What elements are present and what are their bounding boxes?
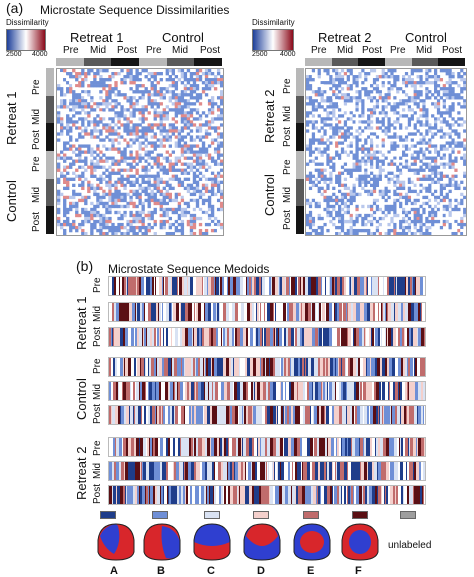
map-letter: F <box>355 565 362 577</box>
medoid-sequence-strip <box>108 461 426 481</box>
medoid-sequence-strip <box>108 437 426 457</box>
right-side-group-1: Retreat 2 <box>262 89 277 143</box>
medoid-group-label-2: Control <box>74 378 89 420</box>
legend-swatch <box>253 511 269 519</box>
medoid-cond-label: Post <box>92 403 103 424</box>
dissimilarity-matrix-right <box>305 68 467 236</box>
right-side-cond: Mid <box>282 186 293 203</box>
left-side-cond: Pre <box>31 156 42 172</box>
colorbar-gradient <box>6 29 46 51</box>
legend-swatch <box>204 511 220 519</box>
medoid-sequence-strip <box>108 302 426 322</box>
left-top-cond: Post <box>117 45 138 56</box>
right-top-condition-bar <box>305 58 466 66</box>
left-side-group-2: Control <box>4 180 19 222</box>
right-side-condition-bar <box>296 68 304 235</box>
right-top-cond: Mid <box>337 45 354 56</box>
left-top-group-1: Retreat 1 <box>70 30 124 45</box>
right-top-cond: Mid <box>416 45 433 56</box>
left-side-cond: Post <box>31 211 42 232</box>
legend-swatch <box>400 511 416 519</box>
right-side-cond: Post <box>282 126 293 147</box>
left-top-cond: Post <box>200 45 221 56</box>
right-side-cond: Pre <box>282 78 293 94</box>
topomap-f <box>341 523 379 561</box>
right-side-cond: Mid <box>282 105 293 122</box>
medoid-sequence-strip <box>108 276 426 296</box>
colorbar-label: Dissimilarity <box>252 18 295 27</box>
left-top-group-2: Control <box>162 30 204 45</box>
colorbar-label: Dissimilarity <box>6 18 49 27</box>
right-top-cond: Post <box>362 45 383 56</box>
medoid-sequence-strip <box>108 381 426 401</box>
left-side-cond: Mid <box>31 186 42 203</box>
topomap-a <box>97 523 135 561</box>
legend-swatch <box>100 511 116 519</box>
medoid-cond-label: Post <box>92 483 103 504</box>
left-side-condition-bar <box>46 68 54 235</box>
medoid-sequence-strip <box>108 485 426 505</box>
map-letter: C <box>207 565 215 577</box>
medoid-cond-label: Mid <box>92 462 103 479</box>
left-side-cond: Pre <box>31 79 42 95</box>
panel-b-title: Microstate Sequence Medoids <box>108 262 270 276</box>
map-letter: B <box>157 565 165 577</box>
topomap-c <box>193 523 231 561</box>
right-top-cond: Pre <box>390 45 406 56</box>
medoid-cond-label: Pre <box>92 358 103 374</box>
colorbar-max: 4000 <box>280 51 296 58</box>
medoid-sequence-strip <box>108 327 426 347</box>
panel-b-label: (b) <box>76 258 94 274</box>
map-letter: D <box>257 565 265 577</box>
right-top-group-2: Control <box>405 30 447 45</box>
right-top-cond: Post <box>442 45 463 56</box>
medoid-cond-label: Mid <box>92 383 103 400</box>
left-top-condition-bar <box>56 58 223 66</box>
left-top-cond: Pre <box>146 45 162 56</box>
legend-swatch <box>152 511 168 519</box>
left-side-group-1: Retreat 1 <box>4 91 19 145</box>
medoid-cond-label: Mid <box>92 305 103 322</box>
right-top-cond: Pre <box>311 45 327 56</box>
medoid-sequence-strip <box>108 357 426 377</box>
left-top-cond: Pre <box>63 45 79 56</box>
topomap-b <box>143 523 181 561</box>
medoid-cond-label: Post <box>92 326 103 347</box>
panel-a-title: Microstate Sequence Dissimilarities <box>40 3 230 17</box>
left-side-cond: Mid <box>31 108 42 125</box>
right-side-cond: Pre <box>282 159 293 175</box>
legend-swatch <box>352 511 368 519</box>
colorbar-gradient <box>252 29 294 51</box>
left-top-cond: Mid <box>90 45 107 56</box>
legend-swatch-row <box>100 511 420 519</box>
panel-a-label: (a) <box>6 0 24 16</box>
map-letter: E <box>307 565 315 577</box>
left-side-cond: Post <box>31 129 42 150</box>
medoid-cond-label: Pre <box>92 440 103 456</box>
topomap-d <box>243 523 281 561</box>
colorbar-max: 4000 <box>32 51 48 58</box>
colorbar-min: 2500 <box>6 51 22 58</box>
unlabeled-label: unlabeled <box>388 540 432 551</box>
dissimilarity-matrix-left <box>56 68 224 236</box>
topomap-e <box>293 523 331 561</box>
medoid-group-label-1: Retreat 1 <box>74 296 89 350</box>
colorbar-left: Dissimilarity 2500 4000 <box>6 18 49 60</box>
colorbar-min: 2500 <box>252 51 268 58</box>
map-letter: A <box>110 565 118 577</box>
medoid-sequence-strip <box>108 405 426 425</box>
right-side-group-2: Control <box>262 174 277 216</box>
right-top-group-1: Retreat 2 <box>318 30 372 45</box>
colorbar-right: Dissimilarity 2500 4000 <box>252 18 296 60</box>
medoid-cond-label: Pre <box>92 277 103 293</box>
right-side-cond: Post <box>282 209 293 230</box>
legend-swatch <box>303 511 319 519</box>
left-top-cond: Mid <box>172 45 189 56</box>
medoid-group-label-3: Retreat 2 <box>74 446 89 500</box>
